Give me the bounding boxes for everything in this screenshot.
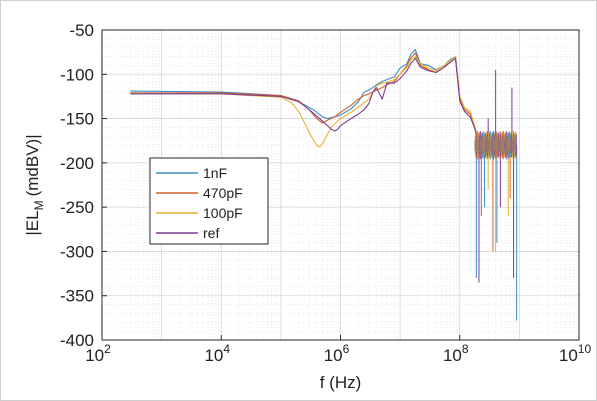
y-axis-label-unit: (mdBV)| bbox=[23, 134, 42, 196]
x-tick-label: 108 bbox=[443, 342, 469, 365]
x-tick-base: 10 bbox=[559, 346, 578, 365]
x-tick-exponent: 8 bbox=[462, 342, 469, 356]
y-tick-label: -200 bbox=[60, 154, 94, 173]
y-tick-label: -50 bbox=[69, 21, 94, 40]
y-tick-label: -300 bbox=[60, 242, 94, 261]
legend-label-1nf: 1nF bbox=[203, 165, 227, 181]
x-axis-label: f (Hz) bbox=[320, 373, 362, 392]
x-tick-exponent: 10 bbox=[578, 342, 592, 356]
x-tick-base: 10 bbox=[324, 346, 343, 365]
series-layer bbox=[130, 48, 518, 321]
x-tick-label: 1010 bbox=[559, 342, 592, 365]
y-axis-label-subscript: M bbox=[32, 200, 46, 210]
x-tick-exponent: 2 bbox=[104, 342, 111, 356]
y-tick-label: -400 bbox=[60, 331, 94, 350]
x-tick-base: 10 bbox=[443, 346, 462, 365]
x-tick-exponent: 4 bbox=[223, 342, 230, 356]
y-axis-label: |ELM (mdBV)| bbox=[23, 134, 46, 235]
y-tick-label: -100 bbox=[60, 65, 94, 84]
x-tick-label: 106 bbox=[324, 342, 350, 365]
legend: 1nF 470pF 100pF ref bbox=[149, 157, 269, 245]
y-tick-label: -350 bbox=[60, 287, 94, 306]
legend-label-ref: ref bbox=[203, 225, 219, 241]
series-line-ref bbox=[130, 57, 517, 147]
legend-label-470pf: 470pF bbox=[203, 185, 243, 201]
x-tick-label: 102 bbox=[85, 342, 111, 365]
y-axis-label-main: |EL bbox=[23, 210, 42, 235]
series-line-100pf bbox=[130, 56, 517, 148]
legend-label-100pf: 100pF bbox=[203, 205, 243, 221]
x-tick-base: 10 bbox=[204, 346, 223, 365]
x-tick-label: 104 bbox=[204, 342, 230, 365]
x-tick-base: 10 bbox=[85, 346, 104, 365]
x-tick-exponent: 6 bbox=[343, 342, 350, 356]
y-tick-label: -150 bbox=[60, 110, 94, 129]
y-tick-label: -250 bbox=[60, 198, 94, 217]
